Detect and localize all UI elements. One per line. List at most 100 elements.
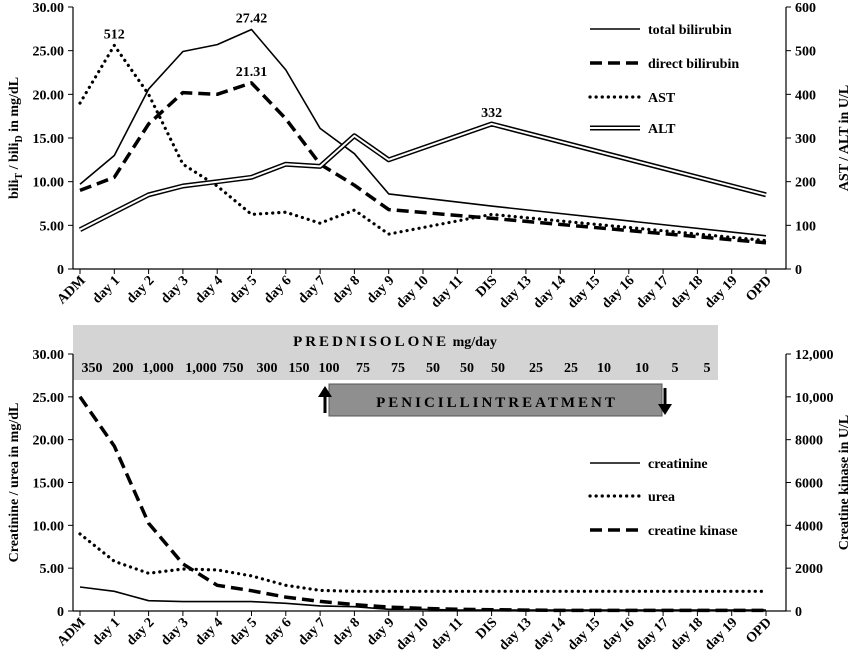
y-tick-label-right: 500 [795,45,816,60]
y-tick-label-right: 0 [795,263,802,278]
prednisolone-dose: 750 [223,361,244,376]
data-label-direct-bilirubin: 21.31 [236,65,268,80]
y-tick-label-left: 15.00 [33,477,65,492]
x-tick-label-day-17: day 17 [634,615,672,653]
x-tick-label-opd: OPD [743,273,775,305]
x-tick-label-day-14: day 14 [531,615,569,653]
y-tick-label-right: 2000 [795,562,823,577]
subscript: T [14,173,25,180]
x-tick-label-day-8: day 8 [330,615,363,648]
y-tick-label-left: 0 [57,263,64,278]
y-tick-label-right: 0 [795,605,802,620]
x-tick-label-day-3: day 3 [158,615,191,648]
prednisolone-dose: 25 [564,361,578,376]
prednisolone-dose: 5 [704,361,711,376]
prednisolone-dose: 1,000 [185,361,217,376]
penicillin-start-arrowhead [318,386,332,397]
y-axis-title-left: Creatinine / urea in mg/dL [7,403,22,563]
data-label-alt: 332 [481,106,502,121]
x-tick-label-day-15: day 15 [565,273,603,311]
y-tick-label-right: 400 [795,88,816,103]
series-urea [78,532,768,593]
subscript: D [14,135,25,142]
prednisolone-name: PREDNISOLONE [293,334,449,350]
y-tick-label-left: 0 [57,605,64,620]
prednisolone-dose: 200 [113,361,134,376]
x-tick-label-adm: ADM [55,615,89,649]
series-alt-inner [79,123,767,231]
x-tick-label-day-17: day 17 [634,273,672,311]
x-tick-label-day-18: day 18 [668,615,706,653]
x-tick-label-day-10: day 10 [393,615,431,653]
series-direct-bilirubin [79,81,767,245]
y-tick-label-left: 25.00 [33,391,65,406]
top-chart: 0 5.00 10.00 15.00 20.00 25.00 30.00 0 100 200 300… [7,1,852,312]
x-tick-label-day-2: day 2 [124,615,157,648]
prednisolone-dose: 25 [529,361,543,376]
legend-label-urea: urea [648,490,675,505]
x-tick-label-opd: OPD [743,615,775,647]
prednisolone-dose: 5 [672,361,679,376]
x-tick-label-day-7: day 7 [295,273,328,306]
x-tick-label-day-6: day 6 [261,273,294,306]
x-tick-label-day-4: day 4 [193,615,226,648]
label-part: / bili [7,142,22,172]
legend-label-ast: AST [648,91,676,106]
x-tick-label-day-3: day 3 [158,273,191,306]
prednisolone-dose: 50 [460,361,474,376]
y-tick-label-right: 8000 [795,434,823,449]
prednisolone-dose: 75 [391,361,405,376]
prednisolone-dose: 10 [635,361,649,376]
y-tick-label-left: 10.00 [33,176,65,191]
x-tick-label-day-16: day 16 [599,615,637,653]
y-tick-label-right: 12,000 [795,348,834,363]
x-tick-label-day-1: day 1 [90,273,123,306]
x-tick-label-day-9: day 9 [364,615,397,648]
y-tick-label-left: 5.00 [40,562,65,577]
data-label-total-bilirubin: 27.42 [236,12,268,27]
x-tick-label-dis: DIS [473,273,500,300]
x-tick-label-day-14: day 14 [531,273,569,311]
prednisolone-dose: 50 [426,361,440,376]
y-tick-label-right: 600 [795,1,816,16]
x-tick-label-day-5: day 5 [227,273,260,306]
y-tick-label-left: 30.00 [33,348,65,363]
x-tick-label-day-15: day 15 [565,615,603,653]
x-tick-label-day-6: day 6 [261,615,294,648]
prednisolone-band [73,325,718,380]
prednisolone-dose: 50 [491,361,505,376]
series-ast [78,43,768,243]
x-tick-label-day-11: day 11 [428,273,466,311]
x-tick-label-day-9: day 9 [364,273,397,306]
prednisolone-title: PREDNISOLONE mg/day [293,334,497,350]
x-tick-label-day-18: day 18 [668,273,706,311]
x-tick-label-day-8: day 8 [330,273,363,306]
series-creatine-kinase [78,395,766,613]
y-tick-label-left: 10.00 [33,519,65,534]
data-label-ast: 512 [104,27,125,42]
y-tick-label-right: 4000 [795,519,823,534]
legend-label-direct-bilirubin: direct bilirubin [648,57,739,72]
x-tick-label-day-1: day 1 [90,615,123,648]
prednisolone-dose: 150 [289,361,310,376]
y-tick-label-left: 30.00 [33,1,65,16]
prednisolone-dose: 350 [82,361,103,376]
x-tick-label-adm: ADM [55,273,89,307]
y-tick-label-left: 15.00 [33,132,65,147]
legend-label-creatine-kinase: creatine kinase [648,524,738,539]
y-tick-label-left: 25.00 [33,45,65,60]
y-tick-label-right: 200 [795,176,816,191]
x-tick-label-day-11: day 11 [428,615,466,653]
x-tick-label-day-7: day 7 [295,615,328,648]
prednisolone-dose: 100 [319,361,340,376]
penicillin-end-arrowhead [658,404,672,415]
prednisolone-dose: 10 [597,361,611,376]
prednisolone-dose: 1,000 [142,361,174,376]
y-tick-label-right: 10,000 [795,391,834,406]
y-axis-title-left: biliT / biliD in mg/dL [7,77,25,199]
y-tick-label-right: 6000 [795,477,823,492]
x-tick-label-day-2: day 2 [124,273,157,306]
x-tick-label-day-4: day 4 [193,273,226,306]
label-part: in mg/dL [7,77,22,135]
y-tick-label-left: 20.00 [33,88,65,103]
